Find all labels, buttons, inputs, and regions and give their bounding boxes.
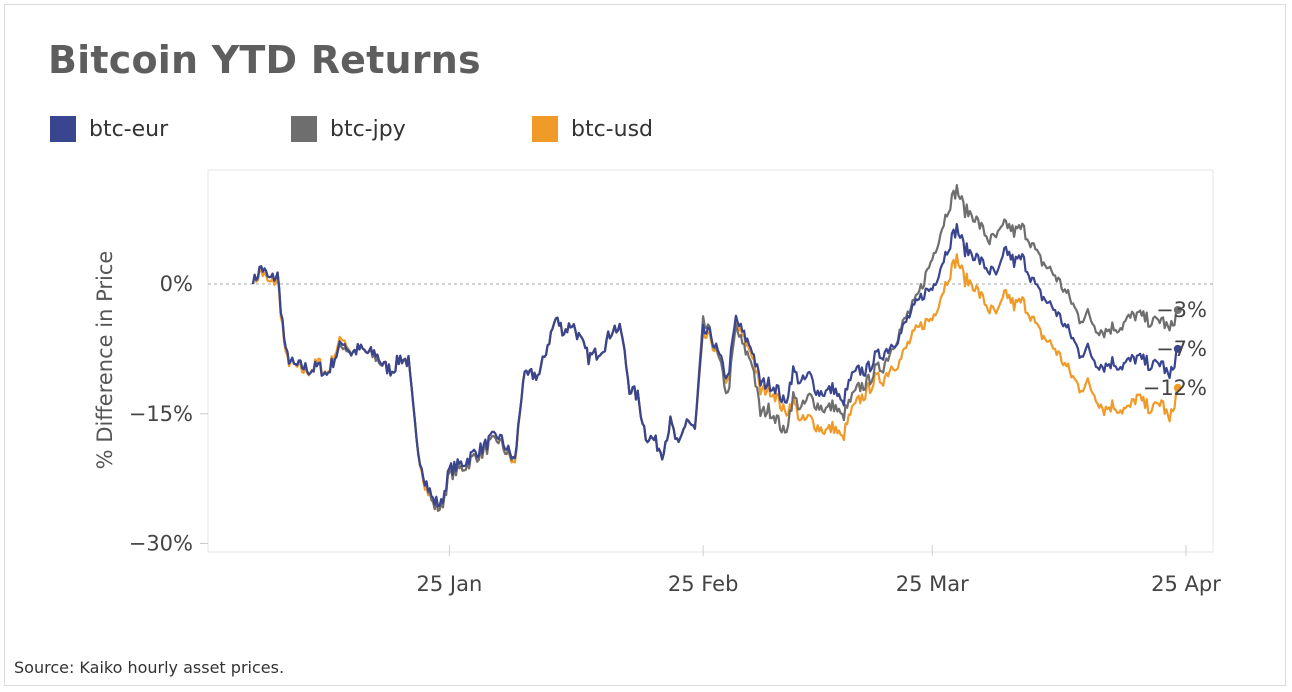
y-tick-label: 0%: [160, 272, 193, 296]
chart-title: Bitcoin YTD Returns: [48, 38, 481, 82]
y-tick-label: −30%: [129, 532, 193, 556]
end-label-btc-jpy: −3%: [1156, 298, 1207, 322]
legend-label-btc-usd: btc-usd: [571, 116, 653, 142]
end-labels: −12% −3% −7%: [1143, 298, 1207, 400]
x-axis: 25 Jan 25 Feb 25 Mar 25 Apr: [417, 545, 1221, 596]
legend-label-btc-eur: btc-eur: [89, 116, 169, 142]
legend-item-btc-usd[interactable]: btc-usd: [532, 116, 653, 142]
y-tick-label: −15%: [129, 402, 193, 426]
legend-swatch-btc-eur: [50, 116, 76, 142]
legend-swatch-btc-jpy: [291, 116, 317, 142]
x-tick-label: 25 Apr: [1151, 572, 1221, 596]
legend-swatch-btc-usd: [532, 116, 558, 142]
x-tick-label: 25 Feb: [668, 572, 739, 596]
end-point-btc-eur: [1173, 344, 1182, 353]
legend-item-btc-jpy[interactable]: btc-jpy: [291, 116, 406, 142]
x-tick-label: 25 Mar: [896, 572, 969, 596]
end-point-btc-jpy: [1173, 305, 1182, 314]
end-label-btc-eur: −7%: [1156, 337, 1207, 361]
y-axis-title: % Difference in Price: [93, 251, 117, 470]
series-line-btc-eur[interactable]: [251, 223, 1179, 508]
legend-item-btc-eur[interactable]: btc-eur: [50, 116, 168, 142]
x-tick-label: 25 Jan: [417, 572, 483, 596]
legend-label-btc-jpy: btc-jpy: [330, 116, 406, 142]
y-axis: 0% −15% −30%: [129, 272, 1213, 556]
source-note: Source: Kaiko hourly asset prices.: [14, 658, 285, 677]
chart-frame: [4, 4, 1286, 686]
series-line-btc-jpy[interactable]: [251, 184, 1179, 512]
end-label-btc-usd: −12%: [1143, 376, 1207, 400]
plot-area: [207, 169, 1214, 553]
end-point-btc-usd: [1173, 383, 1182, 392]
series-lines: [251, 184, 1182, 512]
series-line-btc-usd[interactable]: [251, 253, 1179, 512]
